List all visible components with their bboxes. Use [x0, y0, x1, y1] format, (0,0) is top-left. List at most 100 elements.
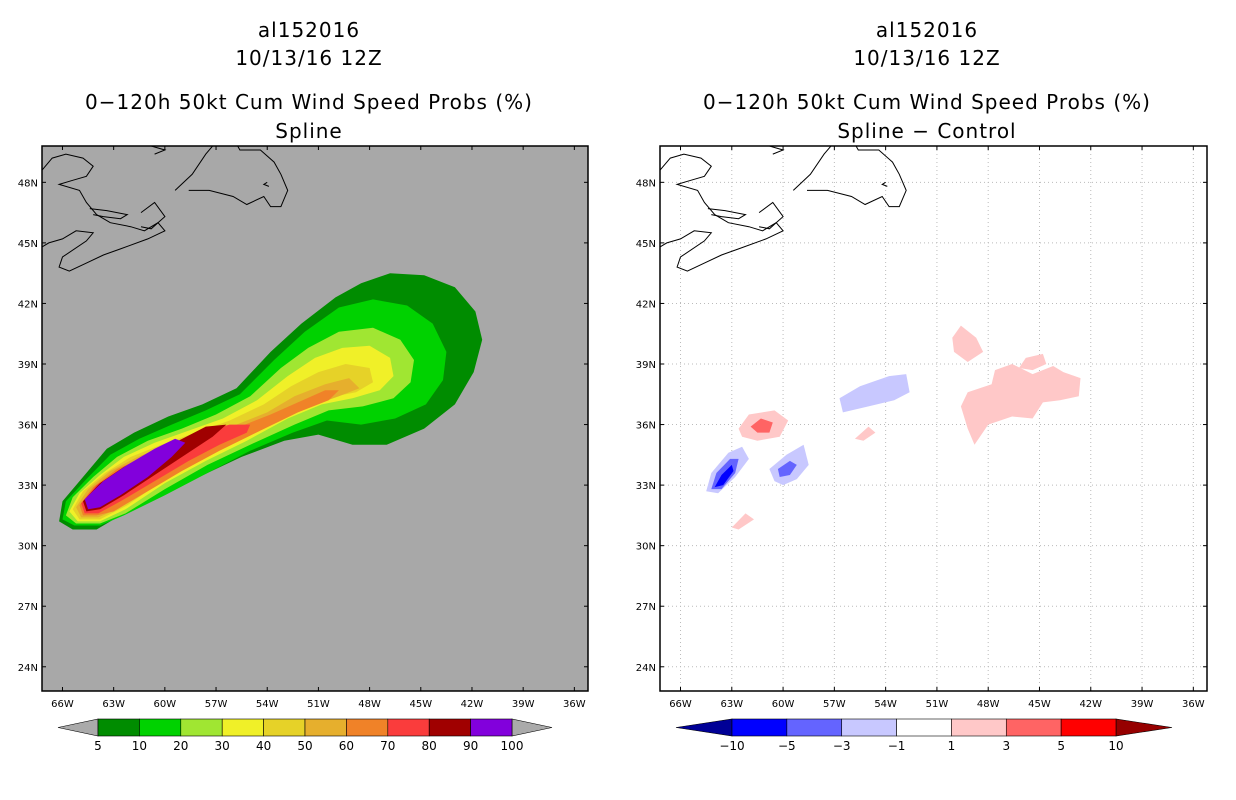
colorbar-box [1060, 718, 1117, 737]
colorbar-label: 3 [1002, 739, 1010, 753]
x-tick-label: 45W [1028, 699, 1051, 710]
colorbar-label: 100 [501, 739, 524, 753]
left-chart-subtitle: Spline [275, 119, 343, 143]
y-tick-label: 27N [18, 602, 38, 613]
y-tick-label: 36N [636, 421, 656, 432]
colorbar-label: 50 [297, 739, 312, 753]
coastline [262, 181, 270, 187]
colorbar-box [470, 718, 513, 737]
x-tick-label: 63W [102, 699, 125, 710]
coastline [758, 201, 784, 230]
map-background [660, 146, 1207, 691]
x-tick-label: 66W [51, 699, 74, 710]
x-tick-label: 36W [563, 699, 586, 710]
left-chart-title: 0−120h 50kt Cum Wind Speed Probs (%) [85, 90, 533, 114]
colorbar-extend-low [57, 718, 99, 737]
x-tick-label: 48W [358, 699, 381, 710]
colorbar-box [1005, 718, 1062, 737]
colorbar-box [731, 718, 788, 737]
colorbar-label: 80 [422, 739, 437, 753]
map-frame [659, 145, 1208, 692]
coastline [707, 208, 747, 220]
diff-region-3 [750, 418, 773, 433]
colorbar-extend-high [511, 718, 553, 737]
colorbar-box [304, 718, 347, 737]
x-tick-label: 42W [1079, 699, 1102, 710]
colorbar-label: 30 [215, 739, 230, 753]
colorbar-box [221, 718, 264, 737]
diff-region-neg5 [714, 464, 734, 488]
x-tick-label: 39W [1131, 699, 1154, 710]
coastline [89, 208, 129, 220]
right-chart-subtitle: Spline − Control [837, 119, 1017, 143]
diff-region-1 [1019, 353, 1047, 371]
colorbar-label: 90 [463, 739, 478, 753]
colorbar-label: 20 [173, 739, 188, 753]
x-tick-label: 66W [669, 699, 692, 710]
right-map-panel: 66W 63W 60W 57W 54W 51W 48W 45W 42W 39W 36W 24N 27N 3… [636, 145, 1208, 710]
left-colorbar: 5 10 20 30 40 50 60 70 80 90 100 [57, 718, 553, 753]
colorbar-box [263, 718, 306, 737]
y-tick-label: 33N [18, 481, 38, 492]
colorbar-label: 10 [1108, 739, 1123, 753]
x-tick-label: 39W [512, 699, 535, 710]
x-tick-label: 45W [409, 699, 432, 710]
y-tick-label: 48N [18, 178, 38, 189]
diff-region-neg1 [839, 374, 910, 413]
x-tick-label: 54W [874, 699, 897, 710]
diff-region-neg3 [777, 460, 797, 477]
colorbar-box [346, 718, 389, 737]
x-tick-label: 36W [1182, 699, 1205, 710]
y-tick-label: 39N [18, 360, 38, 371]
right-colorbar: −10 −5 −3 −1 1 3 5 10 [675, 718, 1173, 753]
coastline [140, 201, 166, 230]
colorbar-box [951, 718, 1007, 737]
x-tick-label: 54W [256, 699, 279, 710]
colorbar-label: −1 [888, 739, 906, 753]
colorbar-label: 10 [132, 739, 147, 753]
colorbar-label: 60 [339, 739, 354, 753]
x-tick-label: 57W [823, 699, 846, 710]
y-tick-label: 30N [636, 542, 656, 553]
y-tick-label: 27N [636, 602, 656, 613]
y-tick-label: 42N [636, 299, 656, 310]
colorbar-label: −5 [778, 739, 796, 753]
x-tick-label: 57W [205, 699, 228, 710]
prob-contour-90 [84, 438, 186, 510]
y-tick-label: 42N [18, 299, 38, 310]
colorbar-box [97, 718, 140, 737]
left-storm-id: al152016 [257, 18, 361, 42]
colorbar-box [841, 718, 897, 737]
colorbar-extend-low [675, 718, 733, 737]
x-tick-label: 42W [461, 699, 484, 710]
colorbar-label: 5 [94, 739, 102, 753]
coastline [881, 181, 888, 187]
colorbar-box [786, 718, 843, 737]
y-tick-label: 30N [18, 542, 38, 553]
x-tick-label: 51W [307, 699, 330, 710]
colorbar-box [896, 718, 952, 737]
y-tick-label: 45N [636, 239, 656, 250]
x-tick-label: 51W [926, 699, 949, 710]
colorbar-box [428, 718, 471, 737]
x-tick-label: 63W [720, 699, 743, 710]
colorbar-label: 5 [1057, 739, 1065, 753]
colorbar-box [180, 718, 223, 737]
y-tick-label: 45N [18, 239, 38, 250]
diff-region-1 [952, 325, 984, 362]
map-plot-area [660, 146, 1207, 691]
y-tick-label: 39N [636, 360, 656, 371]
x-tick-label: 48W [977, 699, 1000, 710]
colorbar-label: −3 [833, 739, 851, 753]
colorbar-label: 40 [256, 739, 271, 753]
y-tick-label: 33N [636, 481, 656, 492]
y-tick-label: 48N [636, 178, 656, 189]
left-datetime: 10/13/16 12Z [235, 46, 383, 70]
y-tick-label: 36N [18, 421, 38, 432]
colorbar-extend-high [1115, 718, 1173, 737]
right-datetime: 10/13/16 12Z [853, 46, 1001, 70]
diff-region-1 [960, 364, 1081, 445]
colorbar-box [139, 718, 182, 737]
map-plot-area [42, 146, 483, 530]
